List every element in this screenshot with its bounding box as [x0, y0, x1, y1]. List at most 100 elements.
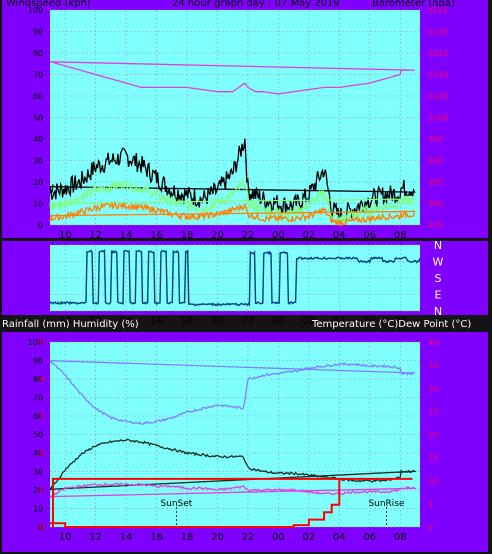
y-tick-label-right: 25: [428, 407, 438, 416]
y-tick-label-left: 100: [28, 6, 43, 15]
direction-tick-label: S: [435, 272, 442, 285]
x-tick-label: 06: [363, 316, 376, 327]
y-tick-label-right: 5: [428, 500, 433, 509]
wind-gust-line: [49, 138, 416, 225]
y-tick-label-right: 1015: [428, 49, 448, 58]
y-tick-label-rain: 0: [39, 523, 44, 532]
y-tick-label-right: 995: [428, 135, 443, 144]
rain-line: [50, 477, 413, 528]
y-tick-label-right: 1005: [428, 92, 448, 101]
x-tick-label: 06: [363, 532, 376, 543]
header-center-label: 24 hour graph day : 07 May 2019: [172, 0, 340, 9]
header2-right-label: Temperature (°C)Dew Point (°C): [312, 319, 472, 330]
x-tick-label: 14: [120, 230, 133, 241]
x-tick-label: 08: [394, 316, 407, 327]
direction-tick-label: E: [435, 289, 442, 302]
y-tick-label-right: 15: [428, 454, 438, 463]
y-tick-label-left: 90: [33, 357, 43, 366]
temperature-line: [49, 438, 417, 491]
y-tick-label-left: 0: [38, 523, 43, 532]
y-tick-label-left: 10: [33, 505, 43, 514]
y-tick-label-right: 30: [428, 384, 438, 393]
y-tick-label-rain: 3: [39, 412, 44, 421]
wind-avg-line: [49, 178, 415, 225]
header2-bar: [2, 318, 488, 332]
x-tick-label: 00: [272, 230, 285, 241]
x-tick-label: 08: [394, 532, 407, 543]
y-tick-label-right: 20: [428, 431, 438, 440]
y-tick-label-left: 10: [33, 200, 43, 209]
y-tick-label-rain: 4: [39, 375, 44, 384]
y-tick-label-left: 20: [33, 486, 43, 495]
x-tick-label: 08: [394, 230, 407, 241]
y-tick-label-left: 0: [38, 221, 43, 230]
y-tick-label-right: 985: [428, 178, 443, 187]
x-tick-label: 18: [181, 230, 194, 241]
y-tick-label-left: 90: [33, 28, 43, 37]
y-tick-label-left: 50: [33, 431, 43, 440]
x-tick-label: 04: [333, 230, 346, 241]
y-tick-label-rain: 2: [39, 449, 44, 458]
x-tick-label: 18: [181, 532, 194, 543]
x-tick-label: 04: [333, 316, 346, 327]
x-tick-label: 00: [272, 316, 285, 327]
y-tick-label-left: 70: [33, 394, 43, 403]
y-tick-label-rain: 1: [39, 486, 44, 495]
humidity-line: [49, 359, 416, 425]
y-tick-label-left: 60: [33, 412, 43, 421]
x-tick-label: 14: [120, 532, 133, 543]
y-tick-label-right: 40: [428, 338, 438, 347]
y-tick-label-rain: 5: [39, 338, 44, 347]
direction-tick-label: W: [433, 256, 444, 269]
y-tick-label-left: 40: [33, 449, 43, 458]
y-tick-label-right: 1025: [428, 6, 448, 15]
y-tick-label-left: 100: [28, 338, 43, 347]
wind-direction-line: [49, 249, 421, 307]
y-tick-label-left: 50: [33, 114, 43, 123]
y-tick-label-right: 975: [428, 221, 443, 230]
direction-tick-label: N: [434, 239, 442, 252]
y-tick-label-right: 1010: [428, 71, 448, 80]
y-tick-label-left: 60: [33, 92, 43, 101]
x-tick-label: 02: [302, 532, 315, 543]
x-tick-label: 10: [59, 532, 72, 543]
annotation-label: SunRise: [368, 499, 405, 509]
wind-low-line: [49, 201, 416, 228]
annotation-label: SunSet: [160, 499, 192, 509]
x-tick-label: 10: [59, 230, 72, 241]
x-tick-label: 10: [59, 316, 72, 327]
x-tick-label: 20: [211, 230, 224, 241]
header-left-label: Windspeed (kph): [6, 0, 91, 9]
x-tick-label: 16: [150, 532, 163, 543]
x-tick-label: 22: [242, 230, 255, 241]
y-tick-label-right: 1020: [428, 28, 448, 37]
header-right-label: Barometer (hpa): [372, 0, 455, 9]
x-tick-label: 22: [242, 316, 255, 327]
y-tick-label-left: 40: [33, 135, 43, 144]
x-tick-label: 02: [302, 316, 315, 327]
x-tick-label: 12: [89, 316, 102, 327]
header2-left-label: Rainfall (mm) Humidity (%): [2, 319, 139, 330]
x-tick-label: 18: [181, 316, 194, 327]
x-tick-label: 22: [242, 532, 255, 543]
y-tick-label-right: 980: [428, 200, 443, 209]
barometer-line: [49, 60, 415, 95]
x-tick-label: 20: [211, 316, 224, 327]
x-tick-label: 12: [89, 532, 102, 543]
x-tick-label: 16: [150, 230, 163, 241]
y-tick-label-right: 10: [428, 477, 438, 486]
x-tick-label: 00: [272, 532, 285, 543]
y-tick-label-left: 30: [33, 157, 43, 166]
y-tick-label-right: 35: [428, 361, 438, 370]
y-tick-label-left: 30: [33, 468, 43, 477]
dewpoint-line: [49, 482, 417, 499]
y-tick-label-right: 0: [428, 523, 433, 532]
y-tick-label-right: 990: [428, 157, 443, 166]
y-tick-label-left: 20: [33, 178, 43, 187]
y-tick-label-right: 1000: [428, 114, 448, 123]
x-tick-label: 14: [120, 316, 133, 327]
x-tick-label: 16: [150, 316, 163, 327]
y-tick-label-left: 80: [33, 375, 43, 384]
